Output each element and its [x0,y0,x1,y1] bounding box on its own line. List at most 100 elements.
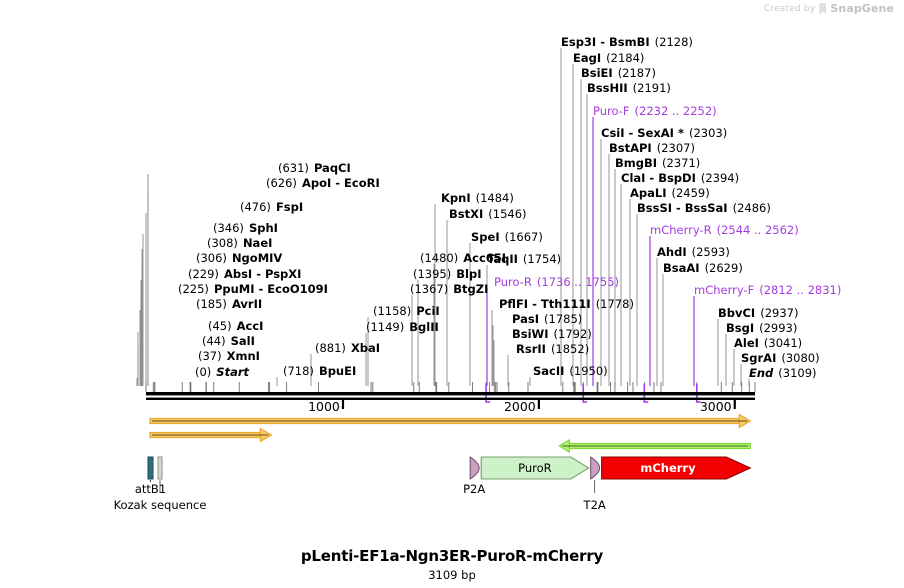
enzyme-name: BglII [409,320,439,334]
enzyme-position: (306) [196,251,227,265]
enzyme-name: AbsI - PspXI [223,267,302,281]
enzyme-label-bsaai: BsaAI (2629) [663,262,743,274]
enzyme-name: AvrII [231,297,263,311]
enzyme-position: (1785) [544,312,583,326]
enzyme-position: (1367) [410,282,449,296]
enzyme-label-start: (0) Start [195,366,249,378]
enzyme-name: BsgI [726,321,755,335]
enzyme-label-kpni: KpnI (1484) [441,192,514,204]
enzyme-label-bpuei: (718) BpuEI [283,365,356,377]
enzyme-name: BstAPI [609,141,652,155]
enzyme-name: AccI [236,319,264,333]
enzyme-label-avrii: (185) AvrII [196,298,262,310]
plasmid-caption: pLenti-EF1a-Ngn3ER-PuroR-mCherry 3109 bp [0,547,904,582]
enzyme-label-alei: AleI (3041) [734,337,802,349]
enzyme-position: (1778) [595,297,634,311]
enzyme-name: SgrAI [741,351,777,365]
enzyme-label-absi-pspxi: (229) AbsI - PspXI [188,268,301,280]
enzyme-position: (2937) [760,306,799,320]
enzyme-position: (2993) [759,321,798,335]
snapgene-flag-icon [819,2,827,15]
enzyme-position: (2307) [656,141,695,155]
enzyme-position: (2184) [606,51,645,65]
enzyme-position: (2629) [704,261,743,275]
enzyme-name: SacII [533,364,565,378]
watermark-brand: SnapGene [830,2,894,15]
enzyme-name: End [749,366,774,380]
enzyme-label-mcherry-f: mCherry-F (2812 .. 2831) [694,284,841,296]
enzyme-name: XbaI [350,341,381,355]
enzyme-position: (2544 .. 2562) [716,223,799,237]
enzyme-name: Start [216,365,250,379]
enzyme-label-bstxi: BstXI (1546) [449,208,527,220]
enzyme-position: (626) [266,176,297,190]
feature-label-p2a: P2A [463,482,486,496]
enzyme-label-acc65i: (1480) Acc65I [420,252,506,264]
enzyme-label-sphi: (346) SphI [213,222,278,234]
enzyme-label-rsrii: RsrII (1852) [516,343,589,355]
enzyme-position: (2232 .. 2252) [634,104,717,118]
feature-p2a [469,456,480,480]
enzyme-position: (37) [198,349,222,363]
enzyme-position: (1484) [475,191,514,205]
enzyme-label-naei: (308) NaeI [207,237,272,249]
enzyme-name: mCherry-F [694,283,755,297]
enzyme-position: (2191) [632,81,671,95]
watermark-prefix: Created by [763,3,816,14]
enzyme-label-bstapi: BstAPI (2307) [609,142,695,154]
enzyme-label-apoi-ecori: (626) ApoI - EcoRI [266,177,380,189]
enzyme-label-bsgi: BsgI (2993) [726,322,797,334]
enzyme-name: mCherry-R [650,223,712,237]
feature-label-puror: PuroR [518,461,552,475]
feature-attb1 [147,456,154,480]
enzyme-position: (225) [178,282,209,296]
enzyme-label-end: End (3109) [749,367,817,379]
enzyme-name: RsrII [516,342,546,356]
enzyme-label-bsiei: BsiEI (2187) [581,67,656,79]
enzyme-position: (229) [188,267,219,281]
enzyme-label-spei: SpeI (1667) [471,231,543,243]
enzyme-name: Puro-F [593,104,630,118]
enzyme-label-btgzi: (1367) BtgZI [410,283,488,295]
enzyme-name: BstXI [449,207,484,221]
enzyme-position: (308) [207,236,238,250]
enzyme-position: (2812 .. 2831) [759,283,842,297]
enzyme-label-bsiwi: BsiWI (1792) [512,328,592,340]
enzyme-name: PflFI - Tth111I [499,297,591,311]
enzyme-label-bmgbi: BmgBI (2371) [615,157,700,169]
enzyme-label-sali: (44) SalI [202,335,255,347]
enzyme-label-xbai: (881) XbaI [315,342,380,354]
enzyme-position: (2486) [732,201,771,215]
enzyme-name: BsiEI [581,66,613,80]
enzyme-name: PpuMI - EcoO109I [213,282,328,296]
enzyme-name: BmgBI [615,156,658,170]
enzyme-position: (1754) [522,252,562,266]
enzyme-position: (1792) [553,327,592,341]
enzyme-name: NgoMIV [231,251,283,265]
enzyme-name: NaeI [242,236,273,250]
enzyme-name: AleI [734,336,759,350]
enzyme-label-paqci: (631) PaqCI [278,162,351,174]
enzyme-position: (2459) [671,186,710,200]
enzyme-label-ngomiv: (306) NgoMIV [196,252,282,264]
feature-mcherry [601,456,752,480]
enzyme-label-pasi: PasI (1785) [512,313,582,325]
enzyme-name: BsaAI [663,261,700,275]
enzyme-name: KpnI [441,191,471,205]
enzyme-name: SphI [248,221,278,235]
enzyme-name: FspI [275,200,304,214]
enzyme-label-bsshii: BssHII (2191) [587,82,671,94]
enzyme-name: BtgZI [453,282,489,296]
enzyme-position: (0) [195,365,212,379]
enzyme-name: BssSI - BssSaI [637,201,728,215]
ruler-tick-3000: 3000 [699,399,732,414]
enzyme-position: (1546) [488,207,527,221]
enzyme-label-clai-bspdi: ClaI - BspDI (2394) [621,172,739,184]
feature-kozak [157,456,163,480]
enzyme-label-bglii: (1149) BglII [366,321,439,333]
enzyme-label-xmni: (37) XmnI [198,350,260,362]
enzyme-position: (1736 .. 1755) [536,275,620,289]
enzyme-label-blpi: (1395) BlpI [413,268,481,280]
enzyme-label-ahdi: AhdI (2593) [657,246,730,258]
